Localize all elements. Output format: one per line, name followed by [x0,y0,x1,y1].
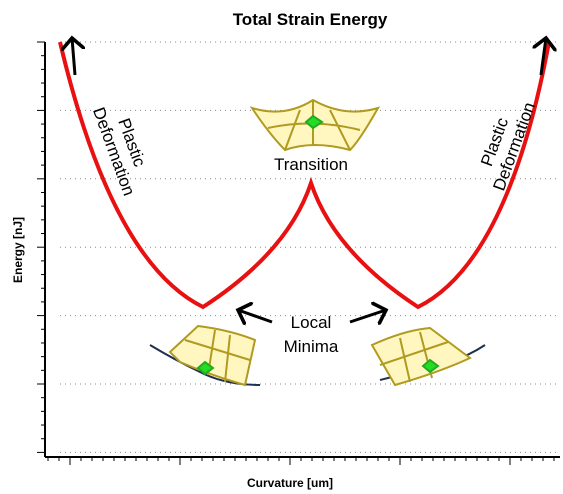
chart: Total Strain Energy Energy [nJ] Curvatur… [0,0,563,494]
annotation: Transition [274,155,348,174]
arrows [72,38,546,322]
transition-icon [252,100,378,150]
minimum-icon-left [150,326,260,385]
y-axis-label: Energy [nJ] [11,217,25,283]
annotation: Local [291,313,332,332]
energy-curve [60,42,549,307]
minimum-icon-right [372,328,485,385]
chart-title: Total Strain Energy [233,10,388,29]
x-axis-label: Curvature [um] [247,476,333,490]
axes [37,42,560,465]
annotation: Plastic Deformation [471,93,539,193]
annotation: Plastic Deformation [89,98,157,198]
annotation: Minima [284,337,339,356]
